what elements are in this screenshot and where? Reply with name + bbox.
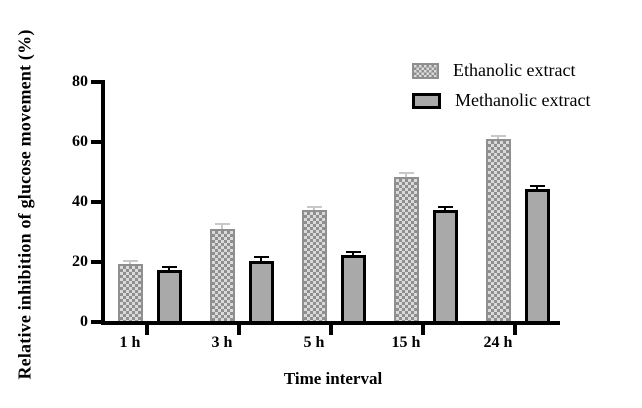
bar-methanolic-15h	[433, 210, 458, 324]
y-tick-label: 40	[72, 193, 88, 210]
y-axis-tick	[91, 320, 101, 324]
y-tick-label: 60	[72, 133, 88, 150]
error-bar-stem	[313, 207, 315, 210]
error-bar-stem	[536, 186, 538, 189]
error-bar-cap	[530, 184, 545, 187]
y-tick-label: 80	[72, 73, 88, 90]
x-axis-tick	[237, 324, 241, 335]
bar-methanolic-5h	[341, 254, 366, 324]
x-axis-tick	[145, 324, 149, 335]
bar-ethanolic-24h	[486, 139, 511, 324]
error-bar-stem	[168, 267, 170, 270]
bar-methanolic-1h	[157, 269, 182, 324]
x-tick-label: 3 h	[211, 334, 233, 351]
y-tick-label: 0	[80, 313, 88, 330]
error-bar-stem	[221, 225, 223, 229]
y-axis-tick	[91, 140, 101, 144]
x-axis-tick	[513, 324, 517, 335]
x-tick-label: 5 h	[303, 334, 325, 351]
error-bar-cap	[307, 205, 322, 208]
legend-label-methanolic: Methanolic extract	[455, 90, 591, 110]
y-axis-tick	[91, 260, 101, 264]
x-axis-tick	[329, 324, 333, 335]
error-bar-stem	[260, 257, 262, 261]
error-bar-stem	[497, 137, 499, 139]
error-bar-cap	[346, 250, 361, 253]
x-tick-label: 24 h	[483, 334, 513, 351]
x-axis-line	[101, 321, 560, 325]
y-axis-title: Relative inhibition of glucose movement …	[14, 28, 35, 380]
error-bar-stem	[405, 173, 407, 177]
error-bar-cap	[162, 265, 177, 268]
x-tick-label: 15 h	[391, 334, 421, 351]
legend: Ethanolic extract Methanolic extract	[412, 60, 590, 111]
bar-ethanolic-1h	[118, 263, 143, 324]
y-tick-label: 20	[72, 253, 88, 270]
bar-methanolic-24h	[525, 188, 550, 324]
y-axis-tick	[91, 200, 101, 204]
x-axis-title: Time interval	[283, 369, 383, 388]
legend-label-ethanolic: Ethanolic extract	[453, 60, 576, 80]
x-tick-label: 1 h	[119, 334, 141, 351]
error-bar-stem	[444, 208, 446, 211]
error-bar-cap	[123, 259, 138, 262]
x-axis-tick	[421, 324, 425, 335]
bar-ethanolic-5h	[302, 209, 327, 324]
error-bar-cap	[438, 206, 453, 209]
bar-methanolic-3h	[249, 260, 274, 324]
error-bar-cap	[215, 223, 230, 225]
legend-item-ethanolic: Ethanolic extract	[412, 60, 590, 81]
y-axis-line	[101, 80, 105, 325]
error-bar-stem	[129, 261, 131, 264]
error-bar-cap	[491, 135, 506, 137]
error-bar-stem	[352, 252, 354, 255]
legend-item-methanolic: Methanolic extract	[412, 90, 590, 111]
y-axis-tick	[91, 80, 101, 84]
methanolic-swatch-icon	[412, 92, 441, 109]
y-axis-title-container: Relative inhibition of glucose movement …	[6, 0, 44, 408]
error-bar-cap	[254, 255, 269, 258]
error-bar-cap	[399, 171, 414, 174]
bar-ethanolic-15h	[394, 176, 419, 324]
bar-ethanolic-3h	[210, 229, 235, 324]
ethanolic-swatch-icon	[412, 62, 439, 79]
